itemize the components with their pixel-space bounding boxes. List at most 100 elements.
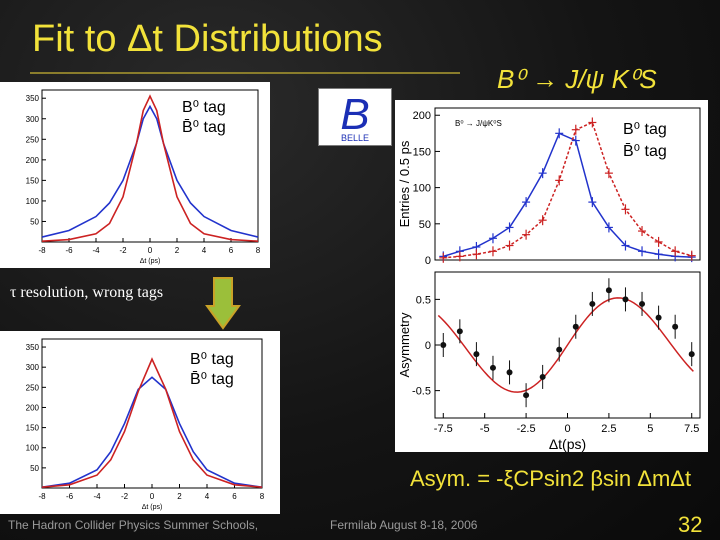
x-tick-label: -2 — [121, 492, 129, 501]
x-axis-label: Δt (ps) — [142, 504, 163, 511]
x-tick-label: 2 — [177, 492, 182, 501]
legend-b0-tag: B⁰ tag — [190, 351, 234, 368]
series-line-b0 — [41, 376, 263, 488]
slide-title: Fit to Δt Distributions — [32, 18, 383, 60]
y-tick-label: 350 — [26, 343, 40, 352]
fit-curve-b0bar — [443, 121, 692, 259]
y-tick-label: 250 — [26, 383, 40, 392]
y-tick-label: 300 — [26, 363, 40, 372]
legend-b0bar-tag: B̄⁰ tag — [182, 119, 226, 136]
x-tick-label: 0 — [564, 423, 570, 435]
bottom-left-chart: 50 100 150 200 250 300 350 -8 -6 -4 -2 0 2 4 6 8 Δt (ps)… — [0, 331, 280, 514]
belle-logo-mark: B BELLE — [340, 90, 369, 143]
belle-letter: B — [340, 90, 369, 139]
y-tick-label: 150 — [26, 176, 40, 185]
x-tick-label: 2 — [175, 246, 180, 255]
x-tick-label: -6 — [65, 246, 73, 255]
data-point — [639, 300, 646, 307]
y-tick-label: 0.5 — [416, 294, 431, 306]
decay-label: B⁰ → J/ψ K⁰S — [497, 64, 657, 94]
series-line-b0 — [41, 104, 259, 238]
data-point — [506, 369, 513, 376]
data-point — [523, 392, 530, 399]
y-axis-label: Asymmetry — [397, 312, 412, 378]
data-point — [539, 373, 546, 380]
x-tick-label: -4 — [93, 492, 101, 501]
x-tick-label: -7.5 — [434, 423, 453, 435]
y-tick-label: 300 — [26, 115, 40, 124]
data-point — [655, 314, 662, 321]
y-tick-label: 200 — [26, 403, 40, 412]
y-tick-label: 150 — [26, 424, 40, 433]
x-tick-label: 4 — [205, 492, 210, 501]
data-point — [572, 323, 579, 330]
legend-b0-tag: B⁰ tag — [182, 99, 226, 116]
y-tick-label: 50 — [30, 217, 39, 226]
data-point — [589, 300, 596, 307]
y-tick-label: 0 — [425, 255, 431, 267]
asymmetry-fit-curve — [437, 297, 694, 393]
top-left-chart: 50 100 150 200 250 300 350 -8 -6 -4 -2 0 2 4 6 8 Δt (ps)… — [0, 82, 270, 268]
title-underline — [30, 72, 460, 74]
fit-curve-b0 — [443, 132, 692, 258]
x-tick-label: 7.5 — [684, 423, 699, 435]
y-tick-label: 150 — [413, 146, 431, 158]
footer-dates: Fermilab August 8-18, 2006 — [330, 518, 478, 532]
x-axis-label: Δt (ps) — [140, 258, 161, 265]
y-tick-label: 50 — [419, 219, 431, 231]
legend-b0bar-tag: B̄⁰ tag — [623, 143, 667, 160]
x-tick-label: 2.5 — [601, 423, 616, 435]
legend-b0bar-tag: B̄⁰ tag — [190, 371, 234, 388]
belle-name: BELLE — [341, 133, 369, 143]
x-tick-label: 4 — [202, 246, 207, 255]
data-point — [456, 328, 463, 335]
x-tick-label: 8 — [256, 246, 261, 255]
data-point — [688, 351, 695, 358]
y-tick-label: 100 — [413, 183, 431, 195]
y-axis-label: Entries / 0.5 ps — [397, 140, 412, 227]
x-tick-label: 6 — [229, 246, 234, 255]
x-tick-label: -2.5 — [517, 423, 536, 435]
data-point — [605, 287, 612, 294]
x-tick-label: -5 — [480, 423, 490, 435]
x-tick-label: 0 — [148, 246, 153, 255]
x-tick-label: -8 — [38, 246, 46, 255]
inset-decay-label: B⁰ → J/ψK⁰S — [455, 119, 502, 128]
y-tick-label: 200 — [413, 110, 431, 122]
x-tick-label: -4 — [92, 246, 100, 255]
y-tick-label: 350 — [26, 94, 40, 103]
x-tick-label: 6 — [232, 492, 237, 501]
belle-logo: B BELLE — [318, 88, 392, 146]
data-point — [473, 351, 480, 358]
y-tick-label: 0 — [425, 340, 431, 352]
down-arrow-icon — [205, 277, 241, 330]
series-line-b0bar — [41, 357, 263, 488]
data-point — [489, 364, 496, 371]
y-tick-label: 100 — [26, 444, 40, 453]
x-tick-label: -8 — [38, 492, 46, 501]
x-axis-label: Δt(ps) — [549, 436, 586, 452]
data-point — [440, 342, 447, 348]
footer-school: The Hadron Collider Physics Summer Schoo… — [8, 518, 259, 532]
down-arrow-shape — [205, 277, 241, 330]
y-tick-label: 200 — [26, 156, 40, 165]
x-tick-label: 8 — [260, 492, 265, 501]
x-tick-label: -2 — [119, 246, 127, 255]
y-tick-label: 100 — [26, 197, 40, 206]
y-tick-label: -0.5 — [412, 386, 431, 398]
page-number: 32 — [678, 512, 703, 537]
legend-b0-tag: B⁰ tag — [623, 121, 667, 138]
y-tick-label: 50 — [30, 464, 39, 473]
top-plot-frame — [434, 107, 701, 261]
data-point — [672, 323, 679, 330]
x-tick-label: -6 — [66, 492, 74, 501]
y-tick-label: 250 — [26, 135, 40, 144]
resolution-note: τ resolution, wrong tags — [10, 284, 164, 301]
data-point — [622, 296, 629, 303]
asymmetry-formula: Asym. = -ξCPsin2 βsin ΔmΔt — [410, 466, 692, 491]
series-line-b0bar — [41, 94, 259, 242]
x-tick-label: 5 — [647, 423, 653, 435]
x-tick-label: 0 — [150, 492, 155, 501]
data-point — [556, 346, 563, 353]
